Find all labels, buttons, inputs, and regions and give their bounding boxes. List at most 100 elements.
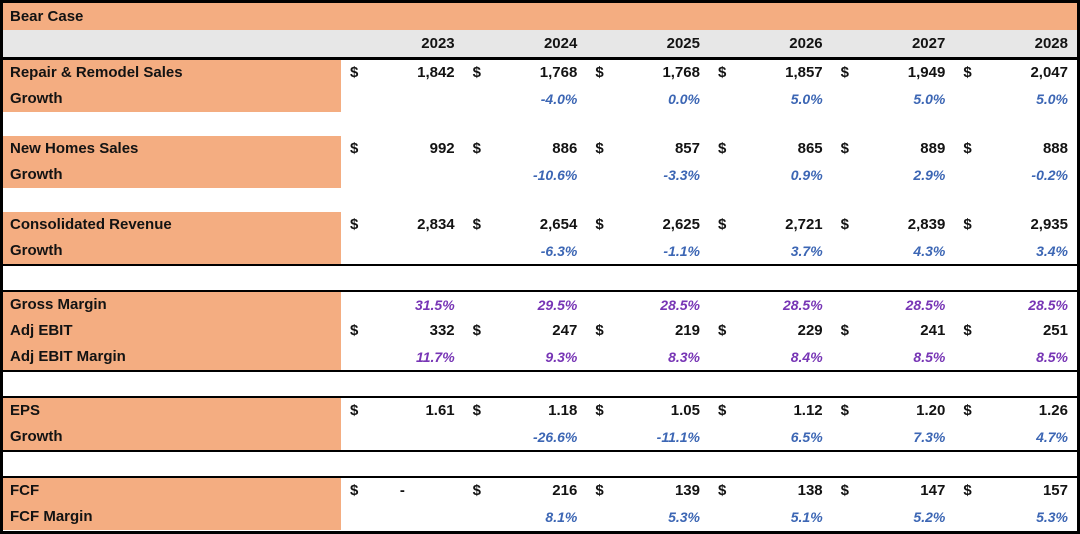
cell-money[interactable]: $251 <box>954 318 1077 344</box>
cell-money[interactable]: $2,654 <box>464 212 587 238</box>
cell-money[interactable]: $2,625 <box>586 212 709 238</box>
cell-percent[interactable] <box>341 504 464 530</box>
row-label[interactable]: FCF <box>3 478 341 504</box>
cell-percent[interactable]: 0.0% <box>586 86 709 112</box>
row-label[interactable]: FCF Margin <box>3 504 341 530</box>
cell-money[interactable]: $888 <box>954 136 1077 162</box>
cell-money[interactable]: $138 <box>709 478 832 504</box>
cell-percent[interactable]: -11.1% <box>586 424 709 450</box>
cell-percent[interactable]: 8.1% <box>464 504 587 530</box>
row-label[interactable]: Adj EBIT <box>3 318 341 344</box>
cell-percent[interactable] <box>341 424 464 450</box>
cell-money[interactable]: $2,935 <box>954 212 1077 238</box>
year-header-cell[interactable]: 2028 <box>1034 35 1068 52</box>
cell-percent[interactable]: 5.0% <box>709 86 832 112</box>
cell-percent[interactable]: 8.5% <box>954 344 1077 370</box>
cell-money[interactable]: $857 <box>586 136 709 162</box>
cell-money[interactable]: $247 <box>464 318 587 344</box>
cell-money[interactable]: $1,768 <box>586 60 709 86</box>
cell-money[interactable]: $889 <box>832 136 955 162</box>
cell-percent[interactable]: 11.7% <box>341 344 464 370</box>
year-header-cell[interactable]: 2026 <box>789 35 823 52</box>
row-label[interactable]: EPS <box>3 398 341 424</box>
cell-money[interactable]: $147 <box>832 478 955 504</box>
cell-money[interactable]: $ - <box>341 478 464 504</box>
cell-percent[interactable]: -10.6% <box>464 162 587 188</box>
cell-percent[interactable]: 0.9% <box>709 162 832 188</box>
year-header-cell[interactable]: 2027 <box>911 35 946 52</box>
cell-percent[interactable]: -0.2% <box>954 162 1077 188</box>
cell-percent[interactable]: 8.3% <box>586 344 709 370</box>
cell-percent[interactable]: 29.5% <box>464 292 587 318</box>
cell-money[interactable]: $886 <box>464 136 587 162</box>
cell-percent[interactable]: 28.5% <box>954 292 1077 318</box>
cell-percent[interactable]: -3.3% <box>586 162 709 188</box>
row-label[interactable]: Repair & Remodel Sales <box>3 60 341 86</box>
cell-percent[interactable]: 28.5% <box>709 292 832 318</box>
cell-percent[interactable]: 7.3% <box>832 424 955 450</box>
cell-percent[interactable] <box>341 238 464 264</box>
cell-money[interactable]: $2,839 <box>832 212 955 238</box>
cell-money[interactable]: $2,047 <box>954 60 1077 86</box>
cell-percent[interactable]: 3.4% <box>954 238 1077 264</box>
row-label[interactable]: Consolidated Revenue <box>3 212 341 238</box>
cell-percent[interactable]: 8.5% <box>832 344 955 370</box>
cell-percent[interactable] <box>341 162 464 188</box>
row-label[interactable]: Growth <box>3 238 341 264</box>
row-label[interactable]: Adj EBIT Margin <box>3 344 341 370</box>
cell-money[interactable]: $241 <box>832 318 955 344</box>
cell-percent[interactable]: -26.6% <box>464 424 587 450</box>
cell-percent[interactable]: 5.2% <box>832 504 955 530</box>
cell-percent[interactable]: -4.0% <box>464 86 587 112</box>
cell-money[interactable]: $139 <box>586 478 709 504</box>
cell-percent[interactable] <box>341 86 464 112</box>
cell-money[interactable]: $332 <box>341 318 464 344</box>
row-label[interactable]: Growth <box>3 424 341 450</box>
cell-money[interactable]: $229 <box>709 318 832 344</box>
cell-percent[interactable]: 3.7% <box>709 238 832 264</box>
cell-money[interactable]: $216 <box>464 478 587 504</box>
cell-percent[interactable]: -1.1% <box>586 238 709 264</box>
cell-money[interactable]: $1.20 <box>832 398 955 424</box>
year-header-cell[interactable]: 2024 <box>543 35 578 52</box>
year-header-label-spacer[interactable] <box>3 30 341 57</box>
cell-percent[interactable]: 4.3% <box>832 238 955 264</box>
row-label[interactable]: Gross Margin <box>3 292 341 318</box>
cell-percent[interactable]: 6.5% <box>709 424 832 450</box>
cell-money[interactable]: $2,721 <box>709 212 832 238</box>
cell-money[interactable]: $1,857 <box>709 60 832 86</box>
cell-money[interactable]: $1.05 <box>586 398 709 424</box>
cell-money[interactable]: $1,949 <box>832 60 955 86</box>
cell-money[interactable]: $1.12 <box>709 398 832 424</box>
cell-money[interactable]: $1.18 <box>464 398 587 424</box>
cell-percent[interactable]: 5.3% <box>586 504 709 530</box>
cell-money[interactable]: $1.26 <box>954 398 1077 424</box>
cell-percent[interactable]: 28.5% <box>832 292 955 318</box>
cell-money[interactable]: $1,842 <box>341 60 464 86</box>
cell-percent[interactable]: 8.4% <box>709 344 832 370</box>
row-label[interactable]: New Homes Sales <box>3 136 341 162</box>
cell-percent[interactable]: 28.5% <box>586 292 709 318</box>
cell-value: 216 <box>552 482 578 499</box>
year-header-cell[interactable]: 2023 <box>421 35 455 52</box>
row-label[interactable]: Growth <box>3 86 341 112</box>
cell-money[interactable]: $219 <box>586 318 709 344</box>
cell-money[interactable]: $2,834 <box>341 212 464 238</box>
row-label[interactable]: Growth <box>3 162 341 188</box>
cell-percent[interactable]: -6.3% <box>464 238 587 264</box>
cell-money[interactable]: $1,768 <box>464 60 587 86</box>
cell-percent[interactable]: 2.9% <box>832 162 955 188</box>
cell-percent[interactable]: 9.3% <box>464 344 587 370</box>
year-header-cell[interactable]: 2025 <box>666 35 700 52</box>
dollar-sign: $ <box>840 140 849 157</box>
cell-percent[interactable]: 31.5% <box>341 292 464 318</box>
cell-money[interactable]: $992 <box>341 136 464 162</box>
cell-percent[interactable]: 5.3% <box>954 504 1077 530</box>
cell-money[interactable]: $1.61 <box>341 398 464 424</box>
cell-percent[interactable]: 4.7% <box>954 424 1077 450</box>
cell-percent[interactable]: 5.0% <box>832 86 955 112</box>
cell-percent[interactable]: 5.1% <box>709 504 832 530</box>
cell-money[interactable]: $865 <box>709 136 832 162</box>
cell-money[interactable]: $157 <box>954 478 1077 504</box>
cell-percent[interactable]: 5.0% <box>954 86 1077 112</box>
